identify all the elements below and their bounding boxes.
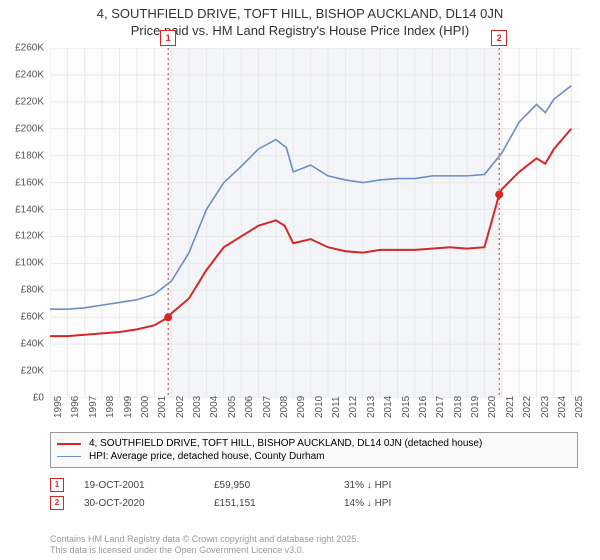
annotation-row: 1 19-OCT-2001 £59,950 31% ↓ HPI — [50, 478, 578, 492]
x-tick-label: 2006 — [244, 396, 255, 418]
title-line-2: Price paid vs. HM Land Registry's House … — [0, 23, 600, 40]
footer-line-2: This data is licensed under the Open Gov… — [50, 545, 359, 556]
y-tick-label: £240K — [15, 69, 44, 80]
x-tick-label: 1996 — [70, 396, 81, 418]
y-tick-label: £200K — [15, 123, 44, 134]
x-tick-label: 2009 — [296, 396, 307, 418]
title-line-1: 4, SOUTHFIELD DRIVE, TOFT HILL, BISHOP A… — [0, 6, 600, 23]
x-tick-label: 2015 — [401, 396, 412, 418]
y-tick-label: £80K — [21, 285, 44, 296]
y-tick-label: £100K — [15, 258, 44, 269]
x-tick-label: 2005 — [227, 396, 238, 418]
chart-svg — [50, 48, 580, 398]
legend-swatch — [57, 456, 81, 457]
y-tick-label: £260K — [15, 43, 44, 54]
annotation-row: 2 30-OCT-2020 £151,151 14% ↓ HPI — [50, 496, 578, 510]
x-tick-label: 2003 — [192, 396, 203, 418]
x-tick-label: 2023 — [540, 396, 551, 418]
legend-swatch — [57, 443, 81, 445]
annotation-price: £151,151 — [214, 498, 334, 509]
annotation-delta: 14% ↓ HPI — [344, 498, 464, 509]
annotation-table: 1 19-OCT-2001 £59,950 31% ↓ HPI 2 30-OCT-2020… — [50, 478, 578, 514]
chart-marker-1: 1 — [160, 30, 176, 46]
title-block: 4, SOUTHFIELD DRIVE, TOFT HILL, BISHOP A… — [0, 0, 600, 40]
x-tick-label: 2004 — [209, 396, 220, 418]
y-axis-labels: £0£20K£40K£60K£80K£100K£120K£140K£160K£1… — [0, 48, 48, 398]
x-tick-label: 2019 — [470, 396, 481, 418]
x-tick-label: 1995 — [53, 396, 64, 418]
x-tick-label: 2000 — [140, 396, 151, 418]
x-tick-label: 2001 — [157, 396, 168, 418]
annotation-date: 19-OCT-2001 — [84, 480, 204, 491]
chart-marker-2: 2 — [491, 30, 507, 46]
y-tick-label: £40K — [21, 339, 44, 350]
y-tick-label: £0 — [33, 393, 44, 404]
y-tick-label: £140K — [15, 204, 44, 215]
annotation-marker-icon: 1 — [50, 478, 64, 492]
x-tick-label: 2024 — [557, 396, 568, 418]
x-tick-label: 2010 — [314, 396, 325, 418]
annotation-marker-icon: 2 — [50, 496, 64, 510]
footer-line-1: Contains HM Land Registry data © Crown c… — [50, 534, 359, 545]
legend-row: 4, SOUTHFIELD DRIVE, TOFT HILL, BISHOP A… — [57, 437, 571, 450]
annotation-date: 30-OCT-2020 — [84, 498, 204, 509]
y-tick-label: £180K — [15, 150, 44, 161]
y-tick-label: £20K — [21, 366, 44, 377]
x-axis-labels: 1995199619971998199920002001200220032004… — [50, 400, 580, 428]
y-tick-label: £220K — [15, 96, 44, 107]
x-tick-label: 2025 — [574, 396, 585, 418]
x-tick-label: 2016 — [418, 396, 429, 418]
x-tick-label: 1999 — [123, 396, 134, 418]
y-tick-label: £120K — [15, 231, 44, 242]
annotation-delta: 31% ↓ HPI — [344, 480, 464, 491]
x-tick-label: 2018 — [453, 396, 464, 418]
plot-area: 12 — [50, 48, 580, 398]
annotation-price: £59,950 — [214, 480, 334, 491]
x-tick-label: 2013 — [366, 396, 377, 418]
x-tick-label: 2008 — [279, 396, 290, 418]
x-tick-label: 2017 — [435, 396, 446, 418]
y-tick-label: £160K — [15, 177, 44, 188]
x-tick-label: 1997 — [88, 396, 99, 418]
footer-attribution: Contains HM Land Registry data © Crown c… — [50, 534, 359, 556]
x-tick-label: 2011 — [331, 396, 342, 418]
legend-label: 4, SOUTHFIELD DRIVE, TOFT HILL, BISHOP A… — [89, 438, 482, 449]
y-tick-label: £60K — [21, 312, 44, 323]
x-tick-label: 2002 — [175, 396, 186, 418]
x-tick-label: 2014 — [383, 396, 394, 418]
legend-box: 4, SOUTHFIELD DRIVE, TOFT HILL, BISHOP A… — [50, 432, 578, 468]
x-tick-label: 2020 — [487, 396, 498, 418]
x-tick-label: 2022 — [522, 396, 533, 418]
chart-container: 4, SOUTHFIELD DRIVE, TOFT HILL, BISHOP A… — [0, 0, 600, 560]
x-tick-label: 2012 — [348, 396, 359, 418]
x-tick-label: 2021 — [505, 396, 516, 418]
legend-row: HPI: Average price, detached house, Coun… — [57, 450, 571, 463]
x-tick-label: 2007 — [262, 396, 273, 418]
legend-label: HPI: Average price, detached house, Coun… — [89, 451, 325, 462]
x-tick-label: 1998 — [105, 396, 116, 418]
